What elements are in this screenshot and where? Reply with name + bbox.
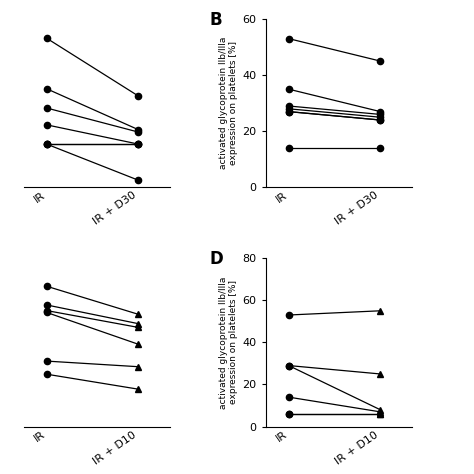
Text: D: D bbox=[210, 250, 224, 268]
Y-axis label: activated glycoprotein IIb/IIIa
expression on platelets [%]: activated glycoprotein IIb/IIIa expressi… bbox=[219, 276, 238, 409]
Text: B: B bbox=[210, 10, 223, 28]
Y-axis label: activated glycoprotein IIb/IIIa
expression on platelets [%]: activated glycoprotein IIb/IIIa expressi… bbox=[219, 37, 238, 169]
